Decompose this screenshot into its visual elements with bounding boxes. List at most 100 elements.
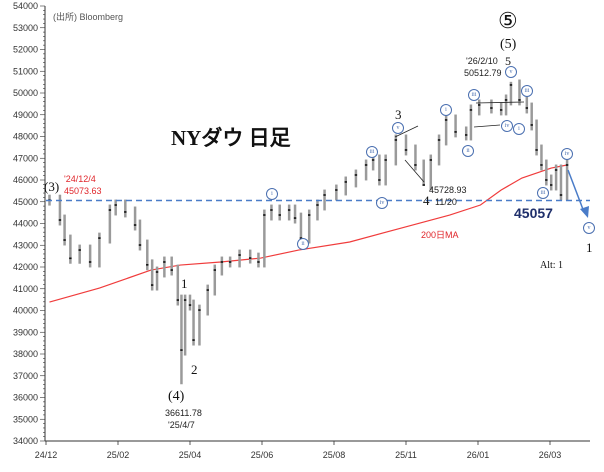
wave-circle-iii: iii — [366, 146, 378, 158]
close-mark — [58, 219, 62, 221]
close-mark — [293, 217, 297, 219]
wave-circle-ii: ii — [462, 145, 474, 157]
close-mark — [464, 134, 468, 136]
close-mark — [525, 107, 529, 109]
y-tick-label: 54000 — [13, 1, 38, 11]
low-value-label: 36611.78 — [165, 408, 202, 418]
alt-label: Alt: 1 — [540, 260, 564, 271]
y-tick-label: 50000 — [13, 88, 38, 98]
close-mark — [98, 237, 101, 239]
close-mark — [188, 304, 192, 306]
close-mark — [78, 249, 81, 251]
wave-label-5-paren: (5) — [500, 37, 517, 52]
close-mark — [469, 109, 473, 111]
forecast-arrow — [567, 169, 589, 218]
x-tick-label: 25/08 — [323, 450, 346, 460]
wave-circle-v: v — [392, 122, 404, 134]
start-date-label: '24/12/4 — [64, 174, 96, 184]
close-mark — [228, 261, 232, 263]
close-mark — [170, 269, 173, 271]
close-mark — [394, 139, 398, 141]
wave-label-3: 3 — [395, 107, 402, 122]
wave-label-4: 4 — [423, 193, 430, 208]
close-mark — [554, 169, 558, 171]
close-mark — [257, 261, 260, 263]
close-mark — [323, 194, 326, 196]
wave-label-3-paren: (3) — [44, 179, 60, 194]
close-mark — [88, 261, 92, 263]
w4-date-label: 11/20 — [435, 197, 457, 207]
close-mark — [316, 204, 319, 206]
trendline-triangle-lower — [473, 124, 501, 128]
close-mark — [545, 179, 548, 181]
trendline-wave3-upper — [394, 125, 419, 138]
close-mark — [146, 264, 149, 266]
wave-circle-v: v — [505, 66, 517, 78]
y-tick-label: 36000 — [13, 393, 38, 403]
close-mark — [287, 209, 291, 211]
close-mark — [429, 159, 432, 161]
y-tick-label: 45000 — [13, 197, 38, 207]
x-tick-label: 26/01 — [467, 450, 490, 460]
close-mark — [422, 184, 425, 186]
close-mark — [192, 339, 195, 341]
close-mark — [540, 164, 543, 166]
y-tick-label: 51000 — [13, 66, 38, 76]
y-tick-label: 39000 — [13, 327, 38, 337]
wave-circle-v: v — [583, 222, 595, 234]
close-mark — [354, 174, 358, 176]
close-mark — [444, 119, 448, 121]
close-mark — [535, 149, 538, 151]
close-mark — [559, 194, 563, 196]
close-mark — [518, 99, 521, 101]
y-tick-label: 34000 — [13, 436, 38, 446]
wave-circle-i: i — [440, 104, 452, 116]
y-tick-label: 44000 — [13, 219, 38, 229]
close-mark — [504, 99, 508, 101]
chart-title: NYダウ 日足 — [171, 126, 291, 150]
x-tick-label: 26/03 — [539, 450, 562, 460]
y-tick-label: 47000 — [13, 153, 38, 163]
close-mark — [550, 184, 553, 186]
ma200-label: 200日MA — [421, 230, 459, 240]
close-mark — [114, 204, 117, 206]
close-mark — [364, 164, 368, 166]
trendlines — [394, 101, 525, 183]
ma200-line — [49, 164, 568, 303]
x-tick-label: 25/06 — [251, 450, 274, 460]
close-mark — [248, 257, 252, 259]
trendline-triangle-upper — [475, 101, 525, 104]
close-mark — [335, 189, 338, 191]
close-mark — [155, 271, 159, 273]
close-mark — [384, 159, 387, 161]
close-mark — [371, 159, 375, 161]
y-tick-label: 49000 — [13, 110, 38, 120]
close-mark — [478, 104, 481, 106]
close-mark — [176, 299, 179, 301]
start-value-label: 45073.63 — [64, 186, 102, 196]
wave-label-4-paren: (4) — [168, 389, 185, 404]
y-tick-label: 41000 — [13, 284, 38, 294]
close-mark — [124, 211, 127, 213]
close-mark — [163, 261, 166, 263]
y-tick-label: 52000 — [13, 45, 38, 55]
x-tick-label: 25/04 — [179, 450, 202, 460]
close-mark — [180, 349, 183, 351]
close-mark — [490, 107, 493, 109]
wave-label-2: 2 — [191, 362, 198, 377]
close-mark — [437, 139, 441, 141]
wave-label-1: 1 — [181, 276, 188, 291]
close-mark — [220, 261, 224, 263]
y-tick-label: 38000 — [13, 349, 38, 359]
close-mark — [565, 164, 569, 166]
peak-date-label: '26/2/10 — [466, 56, 498, 66]
w4-value-label: 45728.93 — [429, 185, 467, 195]
y-tick-label: 37000 — [13, 371, 38, 381]
y-tick-label: 35000 — [13, 414, 38, 424]
y-tick-label: 40000 — [13, 306, 38, 316]
close-mark — [308, 214, 311, 216]
close-mark — [499, 109, 503, 111]
close-mark — [454, 131, 457, 133]
y-tick-label: 43000 — [13, 240, 38, 250]
y-tick-label: 46000 — [13, 175, 38, 185]
